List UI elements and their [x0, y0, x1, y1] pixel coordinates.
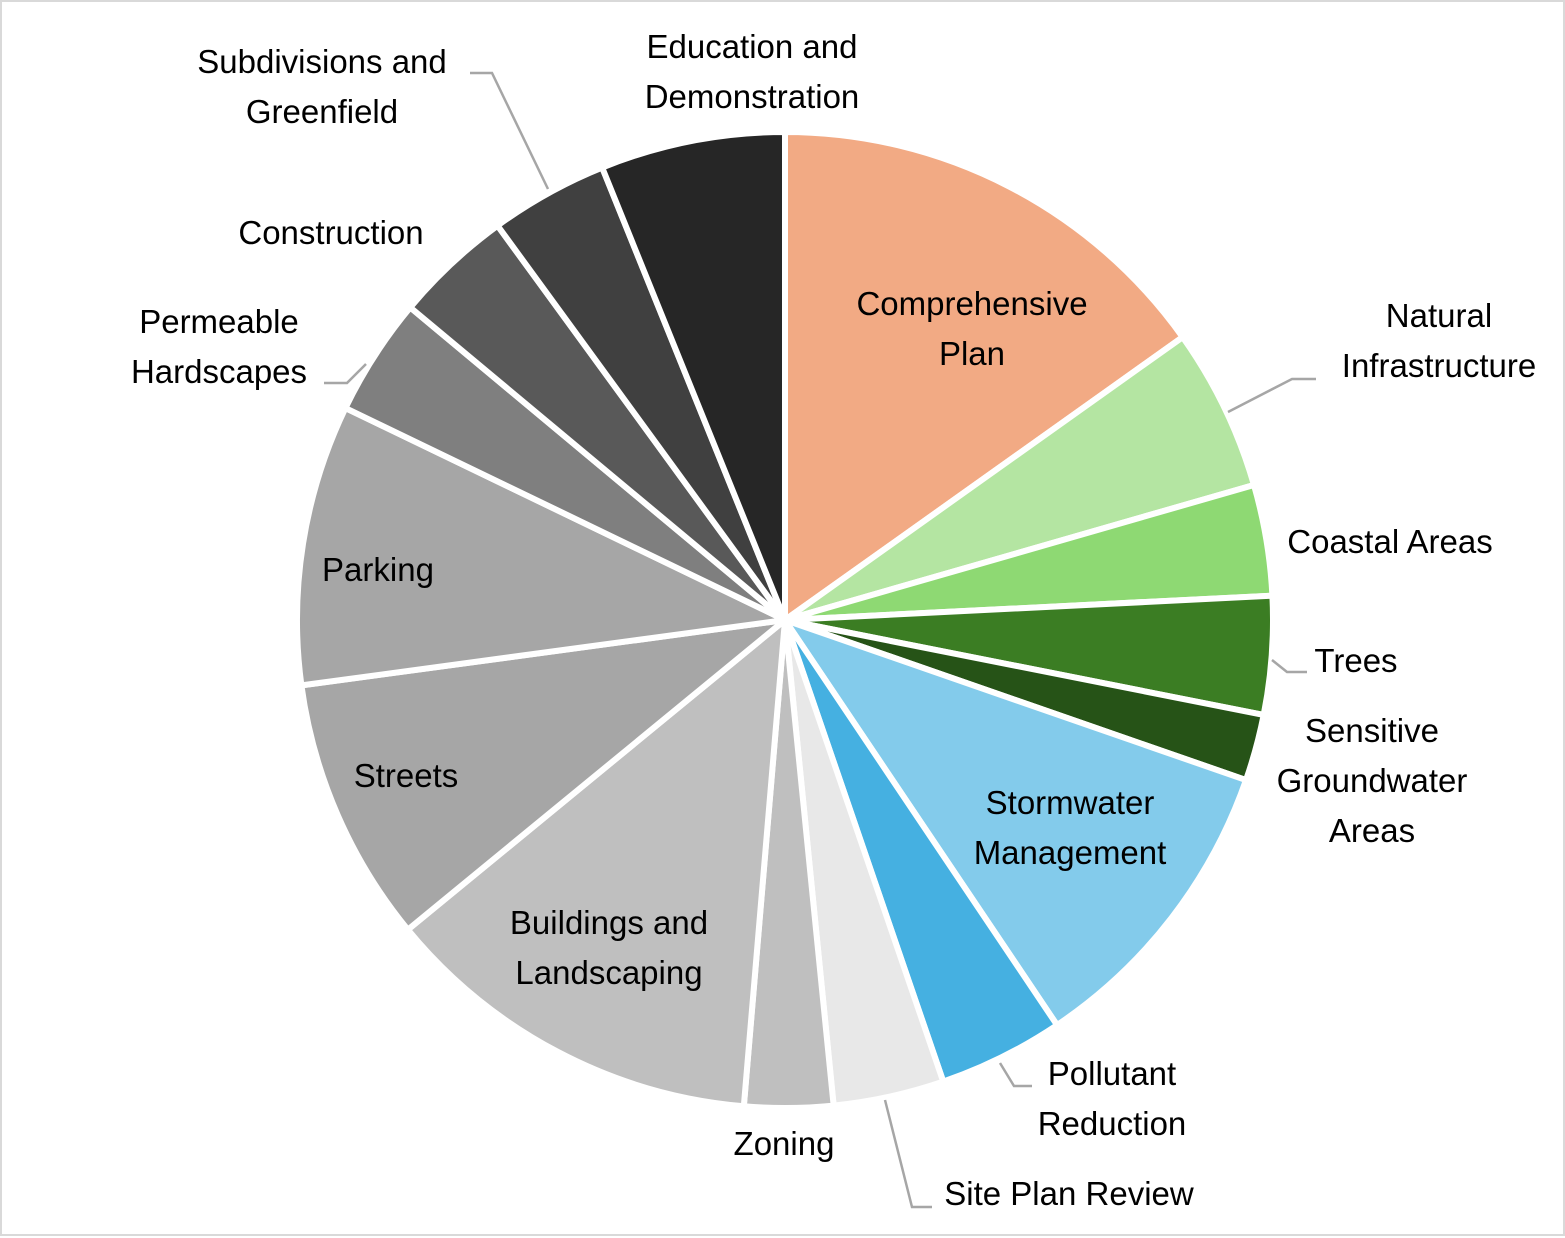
- pie-slice-buildings-and-landscaping: [404, 617, 788, 1110]
- slice-label-trees: Trees: [1314, 642, 1397, 679]
- leader-line-trees: [1271, 659, 1307, 674]
- pie-slice-natural-infrastructure: [782, 334, 1257, 623]
- slice-label-buildings-and-landscaping: Buildings and Landscaping: [510, 904, 708, 991]
- slice-label-sensitive-groundwater-areas: Sensitive Groundwater Areas: [1277, 712, 1468, 849]
- pie-slice-parking: [294, 405, 788, 689]
- leader-line-subdivisions-and-greenfield: [470, 71, 550, 190]
- slice-label-natural-infrastructure: Natural Infrastructure: [1342, 297, 1536, 384]
- pie-slice-streets: [298, 617, 788, 933]
- slice-label-streets: Streets: [354, 757, 459, 794]
- slice-label-permeable-hardscapes: Permeable Hardscapes: [131, 303, 307, 390]
- slice-label-site-plan-review: Site Plan Review: [944, 1175, 1194, 1212]
- slice-label-education-and-demonstration: Education and Demonstration: [645, 28, 860, 115]
- leader-line-site-plan-review: [883, 1099, 932, 1209]
- leader-line-natural-infrastructure: [1227, 377, 1316, 414]
- slice-label-parking: Parking: [322, 551, 434, 588]
- leader-line-permeable-hardscapes: [324, 363, 367, 385]
- slice-label-coastal-areas: Coastal Areas: [1287, 523, 1492, 560]
- slice-label-zoning: Zoning: [734, 1125, 835, 1162]
- pie-slice-education-and-demonstration: [599, 129, 788, 623]
- slice-label-construction: Construction: [238, 214, 423, 251]
- slice-label-subdivisions-and-greenfield: Subdivisions and Greenfield: [197, 43, 447, 130]
- slice-label-pollutant-reduction: Pollutant Reduction: [1038, 1055, 1187, 1142]
- pie-slice-stormwater-management: [782, 617, 1250, 1029]
- leader-line-pollutant-reduction: [998, 1062, 1032, 1088]
- pie-slice-comprehensive-plan: [782, 129, 1186, 623]
- slice-label-comprehensive-plan: Comprehensive Plan: [856, 285, 1087, 372]
- slice-label-stormwater-management: Stormwater Management: [974, 784, 1167, 871]
